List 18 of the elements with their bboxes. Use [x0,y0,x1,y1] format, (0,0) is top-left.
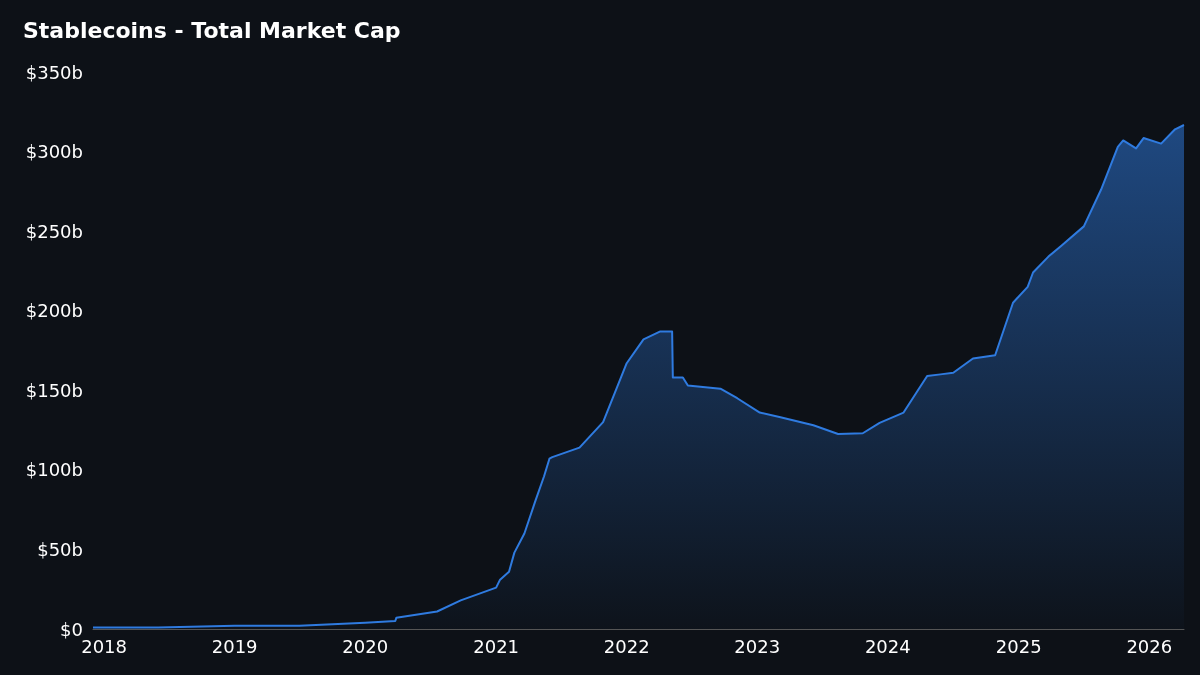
x-tick-label: 2026 [1126,635,1173,657]
y-tick-label: $200b [25,300,83,322]
y-tick-label: $150b [25,379,83,401]
y-tick-label: $350b [25,61,83,83]
x-tick-label: 2022 [603,635,650,657]
y-tick-label: $50b [37,538,83,560]
x-tick-label: 2021 [473,635,520,657]
y-tick-label: $0 [60,618,83,640]
x-tick-label: 2020 [342,635,389,657]
x-tick-label: 2024 [864,635,911,657]
x-tick-label: 2018 [81,635,127,657]
y-tick-label: $300b [25,141,83,163]
x-tick-label: 2019 [211,635,258,657]
x-tick-label: 2023 [734,635,781,657]
x-tick-label: 2025 [995,635,1042,657]
chart-title: Stablecoins - Total Market Cap [23,17,401,43]
y-tick-label: $250b [25,220,83,242]
y-tick-label: $100b [25,459,83,481]
